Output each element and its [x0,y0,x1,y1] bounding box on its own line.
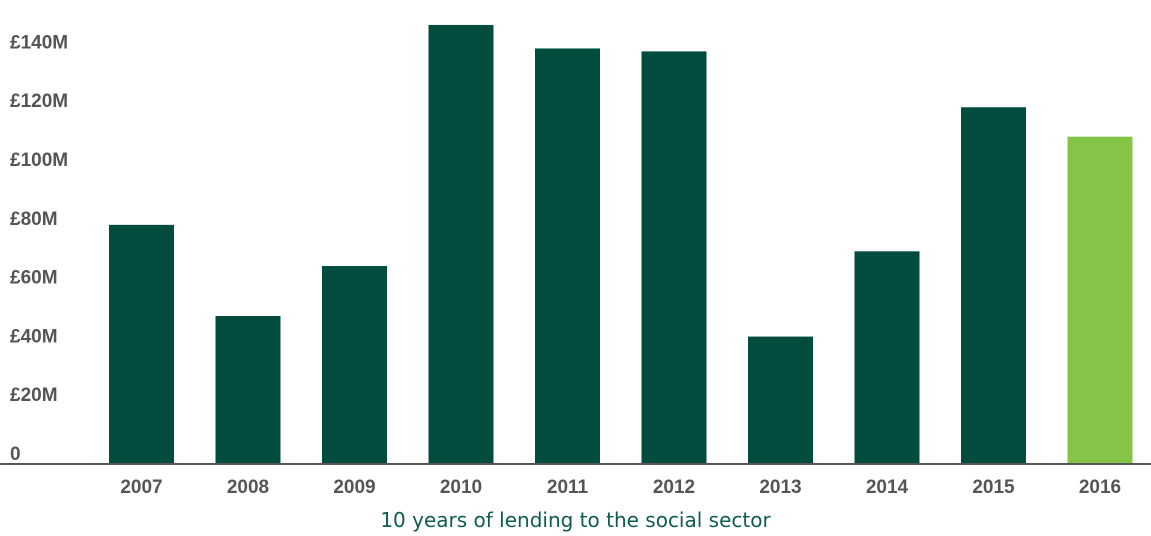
y-tick-label: 0 [10,444,21,465]
x-tick-label: 2014 [866,477,909,498]
bar-2015 [961,107,1026,463]
bars [109,24,1133,464]
x-tick-label: 2016 [1079,477,1121,498]
x-tick-label: 2007 [120,477,162,498]
bar-2016 [1067,136,1133,463]
bar-2013 [748,336,813,463]
bar-2009 [322,266,387,463]
y-tick-label: £140M [10,32,68,53]
x-tick-label: 2010 [440,477,482,498]
x-axis-ticks: 2007 2008 2009 2010 2011 2012 2013 2014 2015 2016 [120,477,1121,498]
y-tick-label: £60M [10,268,58,289]
y-tick-label: £100M [10,150,68,171]
x-tick-label: 2015 [972,477,1015,498]
y-tick-label: £40M [10,326,58,347]
x-tick-label: 2013 [759,477,801,498]
bar-2011 [535,48,600,464]
x-tick-label: 2008 [227,477,269,498]
chart-caption: 10 years of lending to the social sector [380,508,771,532]
x-tick-label: 2009 [333,477,375,498]
x-tick-label: 2012 [653,477,695,498]
y-tick-label: £80M [10,209,58,230]
bar-2012 [641,51,707,464]
bar-2010 [428,24,494,463]
y-tick-label: £20M [10,385,58,406]
bar-2007 [109,224,174,463]
bar-2014 [854,251,920,463]
x-tick-label: 2011 [547,477,589,498]
y-axis-ticks: 0 £20M £40M £60M £80M £100M £120M £140M [10,32,68,465]
bar-2008 [215,316,281,463]
y-tick-label: £120M [10,91,68,112]
